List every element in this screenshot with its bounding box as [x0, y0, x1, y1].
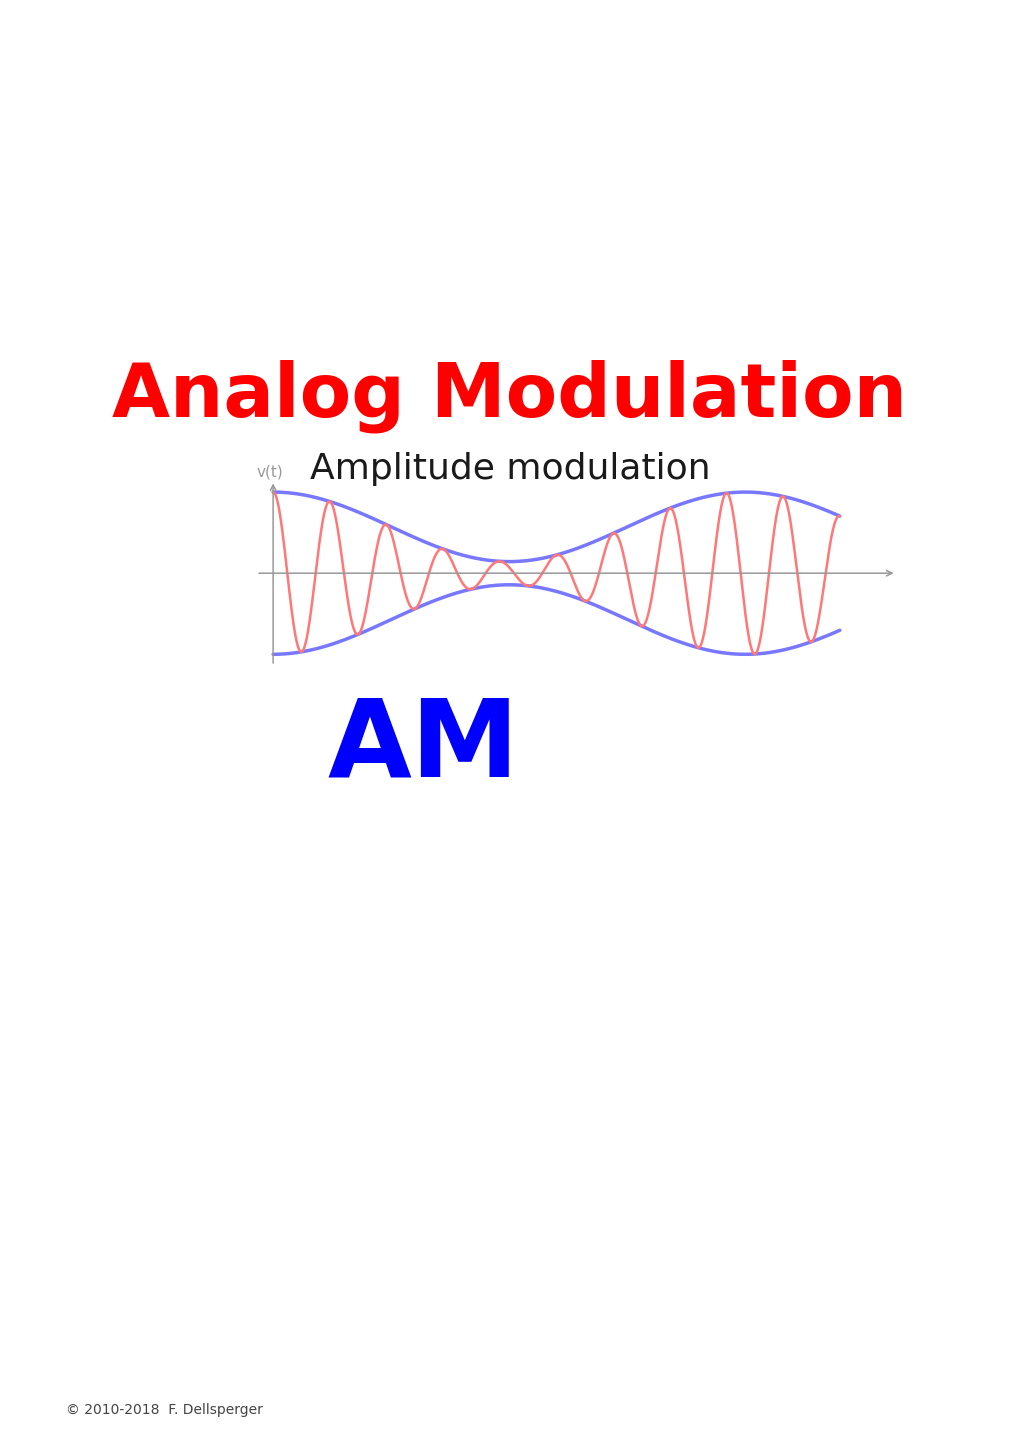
Text: v(t): v(t): [256, 464, 282, 480]
Text: © 2010-2018  F. Dellsperger: © 2010-2018 F. Dellsperger: [66, 1403, 263, 1417]
Text: AM: AM: [327, 694, 519, 800]
Text: Amplitude modulation: Amplitude modulation: [310, 451, 709, 486]
Text: Analog Modulation: Analog Modulation: [112, 360, 907, 433]
